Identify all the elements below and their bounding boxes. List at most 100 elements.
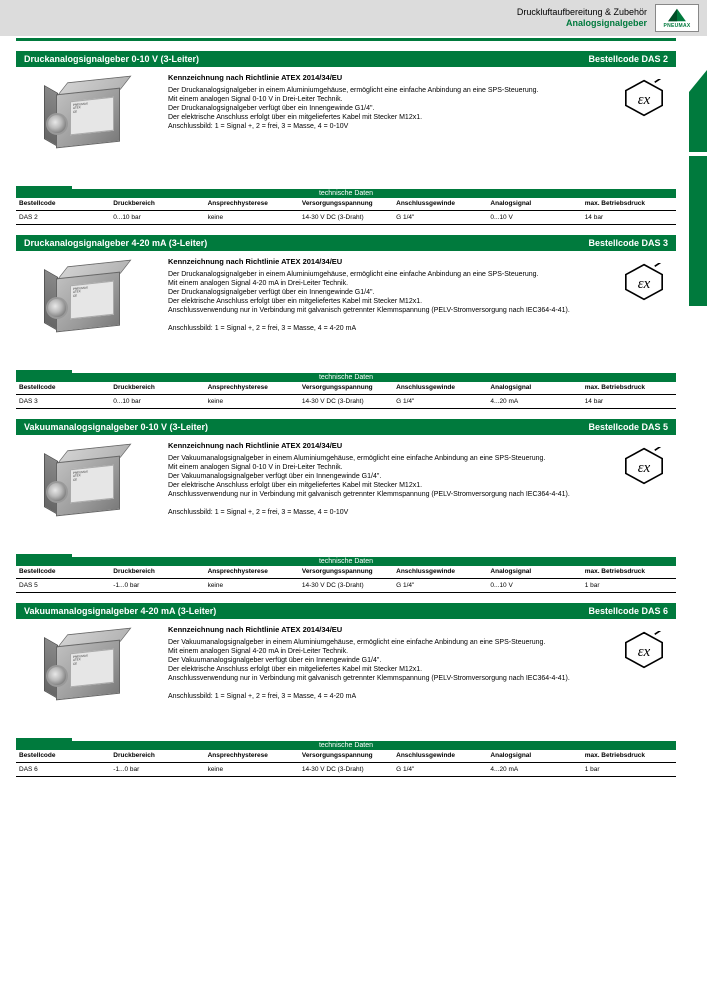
product-image-col: PNEUMAXATEXCE [18, 73, 158, 183]
tech-col-header: Versorgungsspannung [299, 382, 393, 393]
tech-col-header: Anschlussgewinde [393, 198, 487, 209]
tech-col-header: Bestellcode [16, 382, 110, 393]
tech-header-row: BestellcodeDruckbereichAnsprechhysterese… [16, 382, 676, 393]
tech-header-row: BestellcodeDruckbereichAnsprechhysterese… [16, 750, 676, 761]
tech-col-value: 14-30 V DC (3-Draht) [299, 212, 393, 223]
tech-col-value: keine [205, 396, 299, 407]
tech-col-header: Analogsignal [487, 566, 581, 577]
desc-body: Der Druckanalogsignalgeber in einem Alum… [168, 86, 604, 131]
tech-col-header: Bestellcode [16, 566, 110, 577]
product-image-col: PNEUMAXATEXCE [18, 441, 158, 551]
tech-col-header: max. Betriebsdruck [582, 198, 676, 209]
tech-col-value: 0...10 bar [110, 212, 204, 223]
tech-col-value: 14-30 V DC (3-Draht) [299, 764, 393, 775]
product-section: Druckanalogsignalgeber 4-20 mA (3-Leiter… [16, 235, 676, 409]
tech-col-value: 14 bar [582, 212, 676, 223]
product-section: Druckanalogsignalgeber 0-10 V (3-Leiter)… [16, 51, 676, 225]
tech-col-header: Anschlussgewinde [393, 566, 487, 577]
tech-header-row: BestellcodeDruckbereichAnsprechhysterese… [16, 198, 676, 209]
tech-col-value: DAS 5 [16, 580, 110, 591]
tech-col-header: Bestellcode [16, 198, 110, 209]
product-title-left: Vakuumanalogsignalgeber 4-20 mA (3-Leite… [24, 606, 216, 616]
tech-col-header: Ansprechhysterese [205, 198, 299, 209]
product-description: Kennzeichnung nach Richtlinie ATEX 2014/… [168, 257, 604, 367]
tech-col-value: 4...20 mA [487, 764, 581, 775]
tech-col-value: keine [205, 580, 299, 591]
product-title-right: Bestellcode DAS 5 [588, 422, 668, 432]
product-title-bar: Druckanalogsignalgeber 4-20 mA (3-Leiter… [16, 235, 676, 251]
tech-col-value: DAS 2 [16, 212, 110, 223]
desc-title: Kennzeichnung nach Richtlinie ATEX 2014/… [168, 257, 604, 267]
header-line2: Analogsignalgeber [517, 18, 647, 29]
tech-title-bar: technische Daten [16, 373, 676, 382]
product-image: PNEUMAXATEXCE [38, 263, 138, 343]
desc-title: Kennzeichnung nach Richtlinie ATEX 2014/… [168, 73, 604, 83]
ex-icon [623, 631, 665, 669]
tech-col-header: Analogsignal [487, 750, 581, 761]
ex-icon [623, 263, 665, 301]
tech-title-bar: technische Daten [16, 189, 676, 198]
tech-col-header: Versorgungsspannung [299, 198, 393, 209]
product-content: PNEUMAXATEXCE Kennzeichnung nach Richtlin… [16, 251, 676, 371]
product-title-right: Bestellcode DAS 6 [588, 606, 668, 616]
product-image-col: PNEUMAXATEXCE [18, 625, 158, 735]
tech-col-header: Anschlussgewinde [393, 382, 487, 393]
desc-body: Der Druckanalogsignalgeber in einem Alum… [168, 270, 604, 334]
tech-col-value: G 1/4" [393, 212, 487, 223]
product-content: PNEUMAXATEXCEKennzeichnung nach Richtlin… [16, 435, 676, 555]
tech-col-value: 0...10 V [487, 580, 581, 591]
tech-value-row: DAS 6-1...0 barkeine14-30 V DC (3-Draht)… [16, 764, 676, 775]
product-title-left: Vakuumanalogsignalgeber 0-10 V (3-Leiter… [24, 422, 208, 432]
product-description: Kennzeichnung nach Richtlinie ATEX 2014/… [168, 625, 604, 735]
product-title-right: Bestellcode DAS 2 [588, 54, 668, 64]
tech-value-row: DAS 30...10 barkeine14-30 V DC (3-Draht)… [16, 396, 676, 407]
page-body: Druckanalogsignalgeber 0-10 V (3-Leiter)… [16, 38, 676, 777]
tech-title-bar: technische Daten [16, 557, 676, 566]
header-line1: Druckluftaufbereitung & Zubehör [517, 7, 647, 18]
product-title-bar: Vakuumanalogsignalgeber 0-10 V (3-Leiter… [16, 419, 676, 435]
tech-value-row: DAS 5-1...0 barkeine14-30 V DC (3-Draht)… [16, 580, 676, 591]
ex-mark-col [614, 257, 674, 367]
tech-col-header: Druckbereich [110, 382, 204, 393]
side-tab [689, 70, 707, 330]
tech-col-header: max. Betriebsdruck [582, 382, 676, 393]
tech-col-header: max. Betriebsdruck [582, 566, 676, 577]
product-content: PNEUMAXATEXCE Kennzeichnung nach Richtlin… [16, 67, 676, 187]
ex-icon [623, 79, 665, 117]
product-image: PNEUMAXATEXCE [38, 79, 138, 159]
tech-value-row: DAS 20...10 barkeine14-30 V DC (3-Draht)… [16, 212, 676, 223]
product-title-bar: Druckanalogsignalgeber 0-10 V (3-Leiter)… [16, 51, 676, 67]
product-image-col: PNEUMAXATEXCE [18, 257, 158, 367]
desc-body: Der Vakuumanalogsignalgeber in einem Alu… [168, 454, 604, 518]
tech-col-value: 4...20 mA [487, 396, 581, 407]
ex-mark-col [614, 441, 674, 551]
tech-col-value: keine [205, 212, 299, 223]
product-title-left: Druckanalogsignalgeber 4-20 mA (3-Leiter… [24, 238, 207, 248]
tech-col-header: Ansprechhysterese [205, 750, 299, 761]
tech-col-value: 14-30 V DC (3-Draht) [299, 396, 393, 407]
product-description: Kennzeichnung nach Richtlinie ATEX 2014/… [168, 73, 604, 183]
tech-col-value: 1 bar [582, 764, 676, 775]
ex-mark-col [614, 73, 674, 183]
product-image: PNEUMAXATEXCE [38, 447, 138, 527]
tech-col-value: 14 bar [582, 396, 676, 407]
tech-col-value: G 1/4" [393, 580, 487, 591]
tech-col-value: -1...0 bar [110, 580, 204, 591]
tech-col-header: max. Betriebsdruck [582, 750, 676, 761]
tech-col-value: DAS 3 [16, 396, 110, 407]
tech-col-header: Ansprechhysterese [205, 566, 299, 577]
tech-col-header: Druckbereich [110, 198, 204, 209]
product-title-bar: Vakuumanalogsignalgeber 4-20 mA (3-Leite… [16, 603, 676, 619]
product-content: PNEUMAXATEXCE Kennzeichnung nach Richtlin… [16, 619, 676, 739]
tech-title-bar: technische Daten [16, 741, 676, 750]
ex-mark-col [614, 625, 674, 735]
product-title-left: Druckanalogsignalgeber 0-10 V (3-Leiter) [24, 54, 199, 64]
tech-col-value: DAS 6 [16, 764, 110, 775]
tech-col-value: G 1/4" [393, 396, 487, 407]
tech-col-value: 14-30 V DC (3-Draht) [299, 580, 393, 591]
product-section: Vakuumanalogsignalgeber 4-20 mA (3-Leite… [16, 603, 676, 777]
product-title-right: Bestellcode DAS 3 [588, 238, 668, 248]
tech-col-header: Analogsignal [487, 382, 581, 393]
product-image: PNEUMAXATEXCE [38, 631, 138, 711]
ex-icon [623, 447, 665, 485]
